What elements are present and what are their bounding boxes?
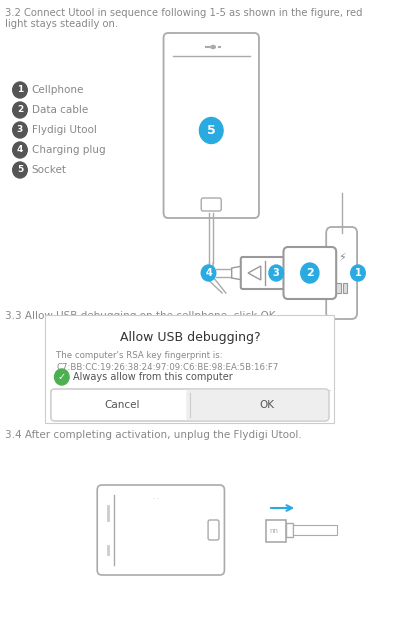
Text: Always allow from this computer: Always allow from this computer xyxy=(73,372,232,382)
Circle shape xyxy=(13,122,27,138)
Bar xyxy=(342,283,347,293)
Text: ✓: ✓ xyxy=(58,372,66,382)
FancyBboxPatch shape xyxy=(163,33,259,218)
Text: nn: nn xyxy=(269,528,278,534)
Text: 3: 3 xyxy=(17,126,23,135)
Text: OK: OK xyxy=(259,400,274,410)
Text: 2: 2 xyxy=(17,105,23,114)
Text: 3.2 Connect Utool in sequence following 1-5 as shown in the figure, red: 3.2 Connect Utool in sequence following … xyxy=(5,8,363,18)
Text: 3.3 Allow USB debugging on the cellphone, click OK.: 3.3 Allow USB debugging on the cellphone… xyxy=(5,311,279,321)
Text: 2: 2 xyxy=(306,268,314,278)
Circle shape xyxy=(199,117,223,144)
FancyBboxPatch shape xyxy=(241,257,290,289)
Circle shape xyxy=(201,265,216,281)
Text: The computer's RSA key fingerprint is:: The computer's RSA key fingerprint is: xyxy=(56,351,223,360)
Circle shape xyxy=(351,265,365,281)
Circle shape xyxy=(13,102,27,118)
Text: 3: 3 xyxy=(273,268,280,278)
Text: 3.4 After completing activation, unplug the Flydigi Utool.: 3.4 After completing activation, unplug … xyxy=(5,430,302,440)
Ellipse shape xyxy=(211,45,215,48)
Circle shape xyxy=(54,369,69,385)
FancyBboxPatch shape xyxy=(51,389,329,421)
Polygon shape xyxy=(232,266,242,280)
Text: C7:BB:CC:19:26:38:24:97:09:C6:BE:98:EA:5B:16:F7: C7:BB:CC:19:26:38:24:97:09:C6:BE:98:EA:5… xyxy=(56,363,279,372)
Bar xyxy=(286,523,293,537)
Text: Cellphone: Cellphone xyxy=(32,85,84,95)
Bar xyxy=(336,283,341,293)
Text: Allow USB debugging?: Allow USB debugging? xyxy=(120,331,260,344)
Text: 4: 4 xyxy=(17,145,23,154)
FancyBboxPatch shape xyxy=(46,315,334,423)
FancyBboxPatch shape xyxy=(186,389,329,421)
Text: 5: 5 xyxy=(207,124,216,137)
Text: Socket: Socket xyxy=(32,165,67,175)
Circle shape xyxy=(269,265,283,281)
FancyBboxPatch shape xyxy=(201,198,221,211)
Text: 5: 5 xyxy=(17,165,23,175)
Text: - -: - - xyxy=(153,496,159,501)
Circle shape xyxy=(301,263,319,283)
Text: 1: 1 xyxy=(354,268,362,278)
Circle shape xyxy=(13,142,27,158)
Text: Data cable: Data cable xyxy=(32,105,88,115)
Circle shape xyxy=(13,162,27,178)
Text: light stays steadily on.: light stays steadily on. xyxy=(5,19,119,29)
FancyBboxPatch shape xyxy=(208,520,219,540)
Text: 4: 4 xyxy=(205,268,212,278)
Text: ⚡: ⚡ xyxy=(338,253,346,263)
Text: 1: 1 xyxy=(17,85,23,94)
FancyBboxPatch shape xyxy=(283,247,336,299)
Bar xyxy=(293,525,337,535)
Text: Charging plug: Charging plug xyxy=(32,145,105,155)
Text: Flydigi Utool: Flydigi Utool xyxy=(32,125,97,135)
FancyBboxPatch shape xyxy=(97,485,224,575)
Text: Cancel: Cancel xyxy=(104,400,140,410)
Circle shape xyxy=(13,82,27,98)
Polygon shape xyxy=(248,266,261,280)
FancyBboxPatch shape xyxy=(326,227,357,319)
Bar xyxy=(266,520,286,542)
